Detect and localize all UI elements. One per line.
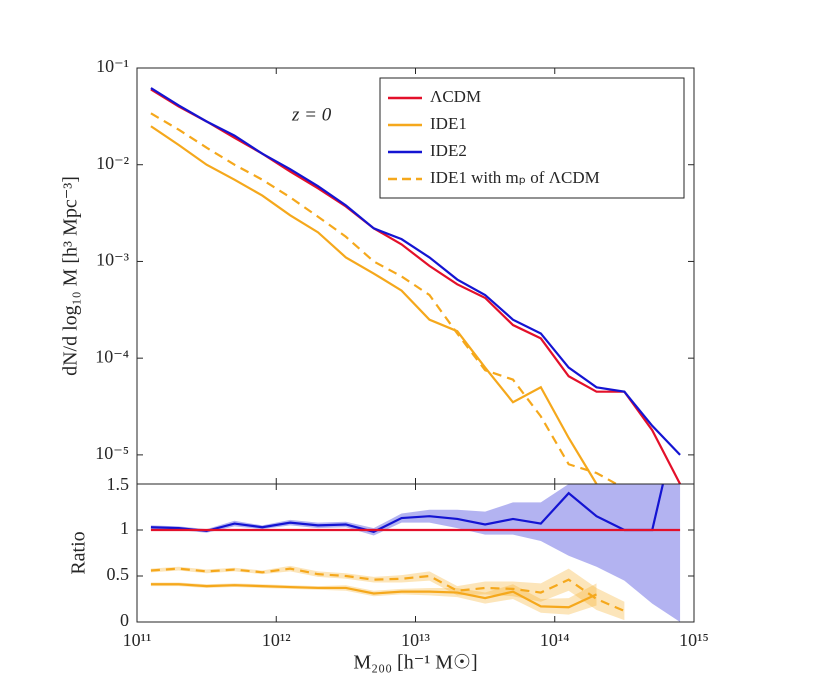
legend-box bbox=[379, 77, 685, 199]
y-tick-label: 1.5 bbox=[107, 474, 130, 494]
x-tick-label: 10¹² bbox=[262, 630, 291, 650]
y-tick-label: 0.5 bbox=[107, 564, 130, 584]
legend-label: IDE1 with mₚ of ΛCDM bbox=[430, 168, 600, 187]
y-axis-label: dN/d log₁₀ M [h³ Mpc⁻³] bbox=[60, 176, 82, 376]
series-line bbox=[150, 484, 665, 534]
x-tick-label: 10¹⁴ bbox=[540, 630, 570, 650]
y-tick-label: 10⁻¹ bbox=[96, 56, 129, 76]
series-line bbox=[150, 583, 597, 609]
legend-label: ΛCDM bbox=[430, 87, 481, 106]
y-tick-label: 10⁻² bbox=[96, 153, 129, 173]
plot-area bbox=[150, 484, 681, 622]
x-tick-label: 10¹¹ bbox=[123, 630, 152, 650]
y-axis-label: Ratio bbox=[68, 531, 90, 574]
legend-label: IDE1 bbox=[430, 114, 467, 133]
x-axis-label: M₂₀₀ [h⁻¹ M☉] bbox=[353, 652, 477, 674]
series-line bbox=[150, 87, 681, 456]
series-line bbox=[150, 112, 619, 484]
annotation: z = 0 bbox=[291, 104, 332, 125]
y-tick-label: 10⁻⁵ bbox=[95, 443, 129, 463]
y-tick-label: 10⁻⁴ bbox=[95, 346, 129, 366]
y-tick-label: 10⁻³ bbox=[96, 250, 130, 270]
y-tick-label: 1 bbox=[120, 518, 129, 538]
x-tick-label: 10¹⁵ bbox=[679, 630, 709, 650]
y-tick-label: 0 bbox=[120, 610, 129, 630]
legend-label: IDE2 bbox=[430, 141, 467, 160]
series-line bbox=[150, 125, 598, 484]
plot-area bbox=[150, 87, 682, 484]
series-line bbox=[150, 567, 625, 612]
x-tick-label: 10¹³ bbox=[401, 630, 430, 650]
series-line bbox=[150, 88, 682, 484]
error-band bbox=[150, 484, 681, 622]
